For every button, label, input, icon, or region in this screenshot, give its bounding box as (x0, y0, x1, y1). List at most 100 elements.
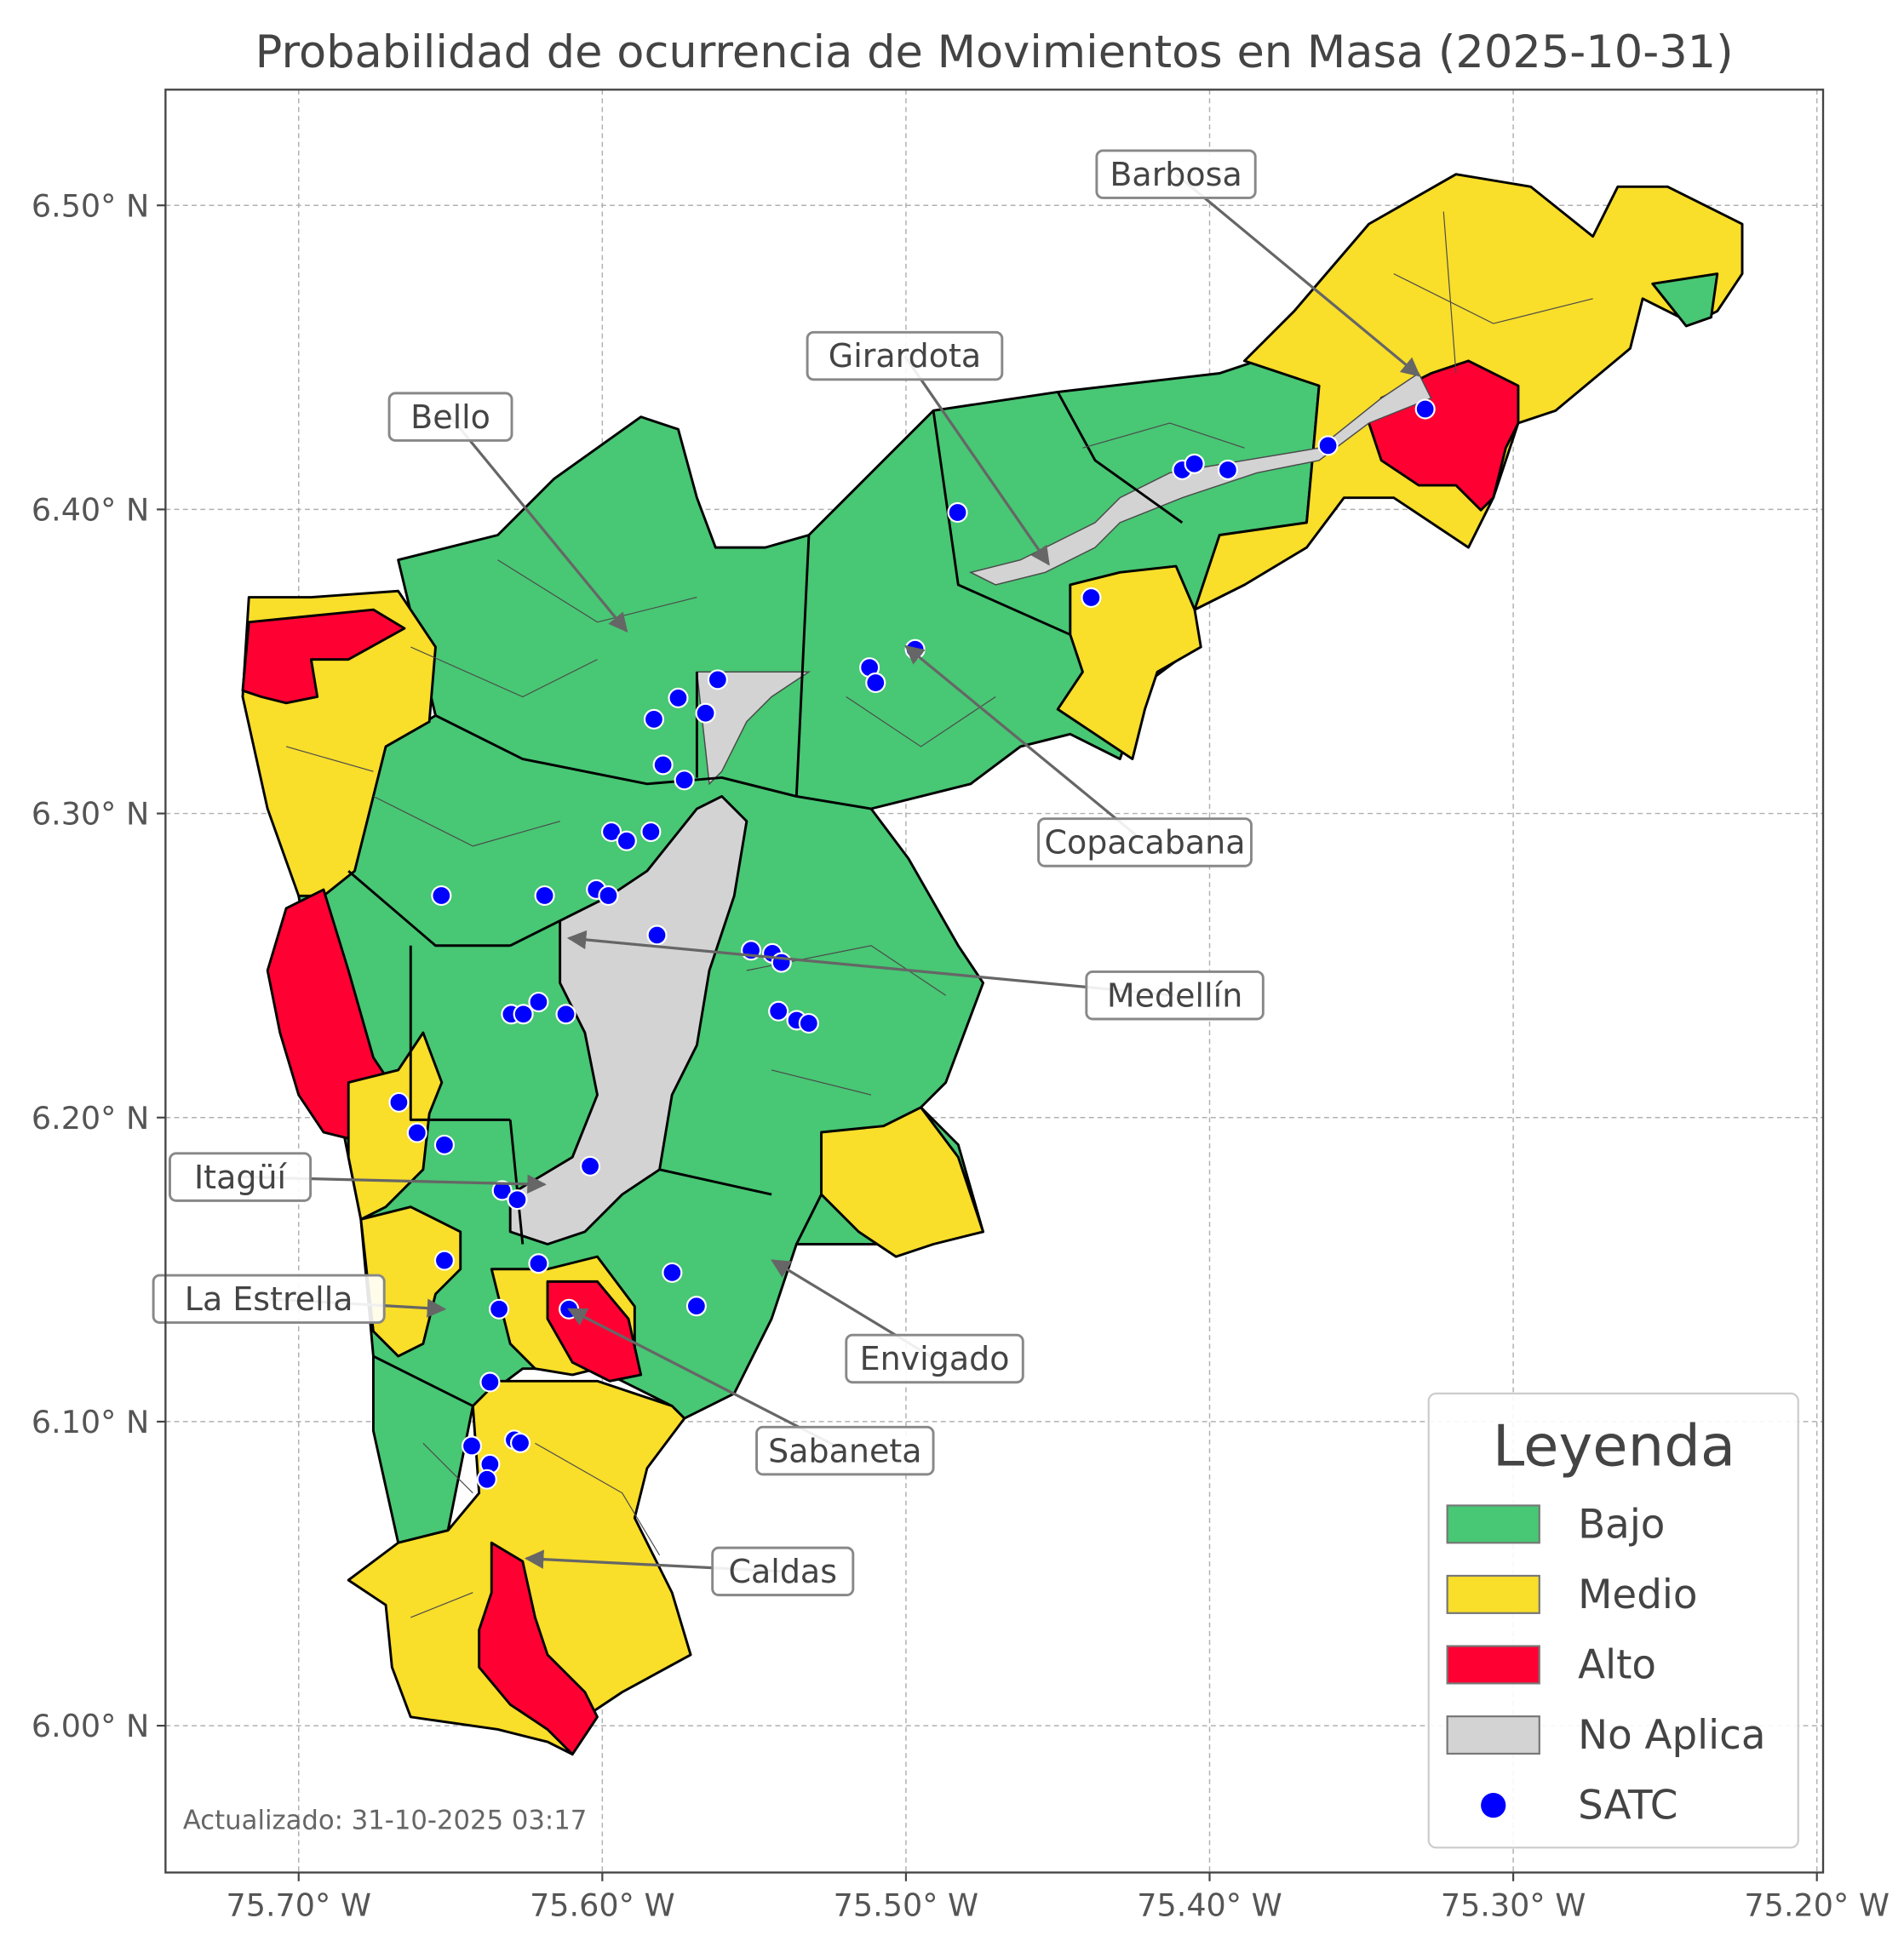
annotation-arrow (566, 930, 1175, 997)
annotation-box (1095, 149, 1257, 199)
x-tick-label: 75.70° W (226, 1887, 371, 1924)
satc-point (507, 1189, 528, 1211)
annotation-barbosa: Barbosa (1095, 149, 1421, 377)
satc-point (509, 1432, 531, 1453)
satc-point (685, 1296, 707, 1317)
region-medio-girardota (1056, 564, 1202, 761)
satc-point (1414, 398, 1436, 420)
y-tick-label: 6.30° N (32, 796, 149, 833)
x-tick-label: 75.40° W (1137, 1887, 1282, 1924)
annotation-label: Envigado (860, 1340, 1010, 1377)
satc-point (555, 1004, 576, 1025)
footer-updated: Actualizado: 31-10-2025 03:17 (183, 1806, 587, 1835)
satc-point (1184, 453, 1205, 474)
y-tick-label: 6.40° N (32, 492, 149, 529)
map-title: Probabilidad de ocurrencia de Movimiento… (255, 26, 1734, 78)
annotation-box (1085, 970, 1265, 1021)
annotation-envigado: Envigado (771, 1259, 1024, 1384)
satc-point (1217, 459, 1238, 481)
annotation-box (845, 1333, 1024, 1384)
annotation-label: Medellín (1107, 976, 1242, 1014)
annotation-caldas: Caldas (524, 1546, 855, 1597)
annotation-box (152, 1274, 386, 1325)
annotation-copacabana: Copacabana (904, 644, 1253, 867)
satc-point (652, 754, 674, 776)
x-tick-label: 75.50° W (834, 1887, 979, 1924)
legend-swatch-no-aplica (1446, 1715, 1540, 1755)
annotation-girardota: Girardota (806, 330, 1050, 566)
legend-swatch-bajo (1446, 1504, 1540, 1544)
satc-point (461, 1435, 483, 1457)
annotation-box (1037, 817, 1253, 867)
x-tick-label: 75.60° W (530, 1887, 675, 1924)
legend-label: SATC (1578, 1784, 1677, 1829)
region-no-aplica-bello (696, 671, 811, 786)
annotation-box (387, 392, 513, 442)
satc-point (600, 821, 622, 843)
legend-marker-satc (1481, 1793, 1506, 1818)
satc-point (646, 925, 668, 946)
satc-point (865, 672, 886, 694)
annotation-box (755, 1425, 935, 1476)
satc-point (491, 1180, 513, 1201)
y-tick-label: 6.20° N (32, 1100, 149, 1137)
annotation-box (806, 330, 1004, 381)
legend-label: Medio (1578, 1572, 1697, 1618)
satc-point (433, 1250, 455, 1271)
satc-point (616, 830, 637, 851)
y-tick-label: 6.10° N (32, 1404, 149, 1440)
annotation-arrow (1175, 173, 1421, 377)
annotation-itag-: Itagüí (169, 1152, 547, 1202)
satc-point (431, 885, 452, 907)
municipality-annotations: Barbosa Girardota Bello Copacabana Medellín I… (152, 149, 1421, 1597)
annotation-la-estrella: La Estrella (152, 1274, 447, 1325)
x-tick-label: 75.20° W (1744, 1887, 1890, 1924)
annotation-label: Itagüí (194, 1159, 288, 1196)
annotation-arrow (904, 644, 1146, 844)
annotation-label: Copacabana (1044, 824, 1245, 862)
annotation-sabaneta: Sabaneta (567, 1308, 935, 1476)
annotation-label: Barbosa (1110, 156, 1242, 193)
satc-point (598, 885, 619, 907)
satc-point (668, 687, 689, 708)
legend: Leyenda Bajo Medio Alto No Aplica SATC (1427, 1392, 1799, 1849)
satc-point (798, 1012, 819, 1034)
annotation-box (169, 1152, 313, 1202)
axis-ticks: 75.70° W 75.60° W 75.50° W 75.40° W 75.30° W… (32, 187, 1890, 1923)
region-alto-caldas (478, 1541, 599, 1756)
annotation-arrow (903, 355, 1050, 566)
region-bajo-northeast-patch (1651, 272, 1719, 328)
satc-point (388, 1091, 410, 1113)
x-tick-label: 75.30° W (1441, 1887, 1586, 1924)
satc-point (662, 1262, 683, 1283)
satc-point (476, 1469, 497, 1490)
satc-point (707, 669, 728, 690)
plot-frame (164, 89, 1825, 1874)
y-tick-label: 6.00° N (32, 1708, 149, 1744)
risk-regions (241, 173, 1744, 1756)
legend-label: Bajo (1578, 1502, 1665, 1548)
annotation-box (711, 1546, 855, 1597)
annotation-label: Girardota (829, 337, 981, 375)
satc-point (643, 708, 665, 730)
y-tick-label: 6.50° N (32, 187, 149, 224)
satc-point (771, 952, 792, 973)
annotation-label: Bello (410, 398, 490, 436)
annotation-label: La Estrella (185, 1280, 353, 1318)
satc-point (406, 1122, 427, 1143)
satc-point (1317, 435, 1339, 456)
annotation-label: Caldas (728, 1553, 837, 1590)
annotation-arrow (449, 415, 628, 633)
municipality-borders (285, 211, 1593, 1618)
annotation-label: Sabaneta (768, 1432, 921, 1469)
satc-point (768, 1000, 789, 1022)
satc-point (489, 1298, 510, 1320)
annotation-medell-n: Medellín (566, 930, 1265, 1021)
region-no-aplica-valley (968, 372, 1432, 586)
satc-point (528, 1253, 549, 1274)
legend-swatch-alto (1446, 1645, 1540, 1685)
satc-point (640, 821, 662, 843)
legend-swatch-medio (1446, 1574, 1540, 1614)
region-medio-la-estrella (359, 1205, 462, 1358)
satc-point (1081, 587, 1102, 609)
